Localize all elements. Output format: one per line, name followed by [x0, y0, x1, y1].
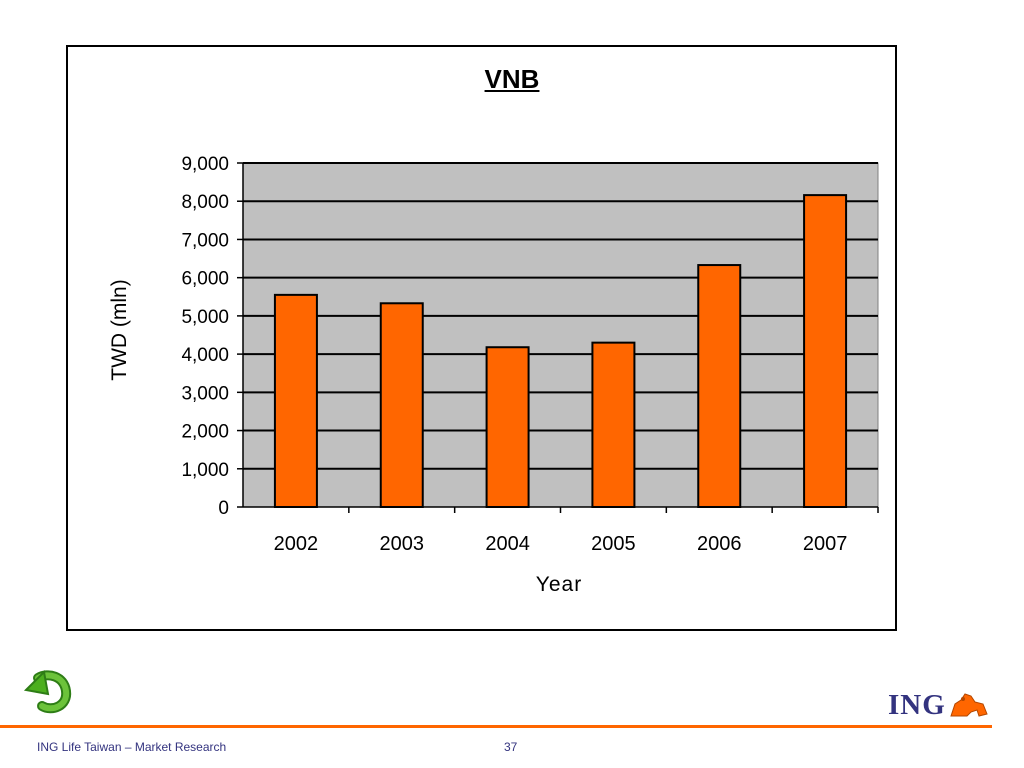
- y-tick-label: 5,000: [181, 307, 229, 328]
- footer-title: ING Life Taiwan – Market Research: [37, 740, 227, 754]
- chart-title: VNB: [484, 64, 540, 94]
- y-tick-label: 1,000: [181, 460, 229, 481]
- y-tick-label: 8,000: [181, 192, 229, 213]
- x-tick-label: 2006: [697, 533, 742, 555]
- ing-logo: ING: [888, 688, 989, 722]
- x-tick-label: 2002: [274, 533, 319, 555]
- y-tick-label: 7,000: [181, 230, 229, 251]
- y-axis-label: TWD (mln): [108, 279, 131, 381]
- x-tick-label: 2003: [380, 533, 425, 555]
- page-number: 37: [504, 740, 518, 754]
- y-tick-label: 9,000: [181, 154, 229, 175]
- lion-icon: [950, 693, 988, 717]
- bar: [485, 346, 530, 508]
- plot-area: [242, 162, 879, 508]
- y-tick-label: 2,000: [181, 422, 229, 443]
- y-tick-label: 4,000: [181, 345, 229, 366]
- logo-wordmark: ING: [888, 688, 946, 721]
- y-tick-label: 6,000: [181, 269, 229, 290]
- bar: [379, 302, 424, 508]
- bar: [591, 341, 636, 508]
- y-tick-label: 0: [218, 498, 229, 519]
- bar: [273, 293, 318, 508]
- x-tick-label: 2004: [485, 533, 530, 555]
- back-arrow-icon[interactable]: [22, 668, 74, 714]
- bar: [697, 264, 742, 509]
- y-tick-label: 3,000: [181, 383, 229, 404]
- x-tick-label: 2007: [803, 533, 848, 555]
- x-axis-label: Year: [535, 573, 583, 596]
- x-tick-label: 2005: [591, 533, 636, 555]
- footer-rule: [0, 725, 992, 728]
- bar: [803, 194, 848, 509]
